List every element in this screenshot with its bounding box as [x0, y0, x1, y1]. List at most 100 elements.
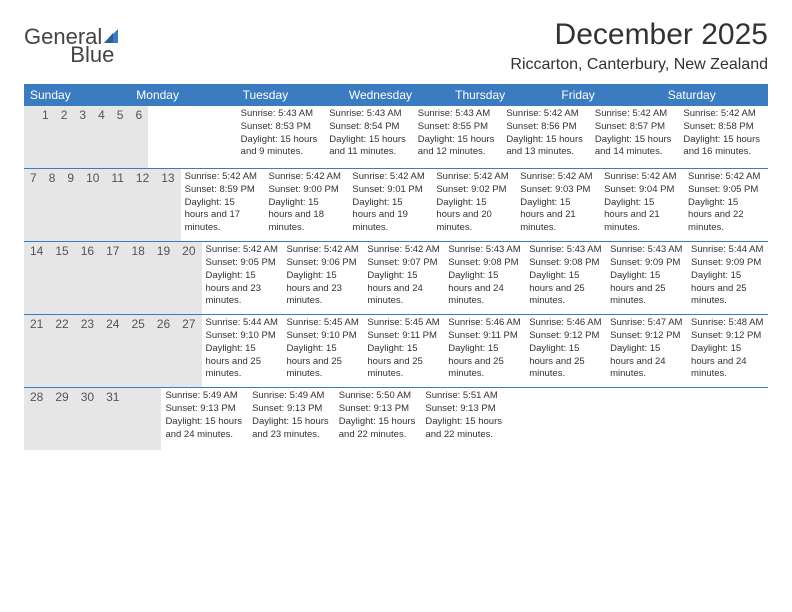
day-number: 5: [111, 106, 130, 168]
day-number-row: 14151617181920: [24, 242, 202, 314]
day-number: 27: [176, 315, 201, 387]
day-info: Sunrise: 5:42 AM Sunset: 9:03 PM Dayligh…: [516, 169, 600, 241]
day-number: 13: [155, 169, 180, 241]
day-number-row: 78910111213: [24, 169, 181, 241]
weekday-fri: Friday: [555, 84, 661, 106]
calendar: Sunday Monday Tuesday Wednesday Thursday…: [24, 84, 768, 450]
day-info: [595, 388, 682, 450]
day-number: 6: [129, 106, 148, 168]
day-info: Sunrise: 5:42 AM Sunset: 9:05 PM Dayligh…: [202, 242, 283, 314]
day-number: 4: [92, 106, 111, 168]
day-info-row: Sunrise: 5:44 AM Sunset: 9:10 PM Dayligh…: [202, 315, 768, 387]
day-info: [681, 388, 768, 450]
day-number: 24: [100, 315, 125, 387]
week-row: 28293031Sunrise: 5:49 AM Sunset: 9:13 PM…: [24, 388, 768, 450]
day-number: 26: [151, 315, 176, 387]
day-info-row: Sunrise: 5:42 AM Sunset: 8:59 PM Dayligh…: [181, 169, 768, 241]
day-info: Sunrise: 5:46 AM Sunset: 9:11 PM Dayligh…: [444, 315, 525, 387]
day-info: Sunrise: 5:43 AM Sunset: 9:09 PM Dayligh…: [606, 242, 687, 314]
header: General Blue December 2025 Riccarton, Ca…: [24, 18, 768, 74]
day-number: 8: [43, 169, 62, 241]
day-info: Sunrise: 5:51 AM Sunset: 9:13 PM Dayligh…: [421, 388, 508, 450]
day-number: 14: [24, 242, 49, 314]
day-number: 23: [75, 315, 100, 387]
day-number: 12: [130, 169, 155, 241]
day-number: 1: [36, 106, 55, 168]
day-info: Sunrise: 5:42 AM Sunset: 9:05 PM Dayligh…: [684, 169, 768, 241]
day-number: 19: [151, 242, 176, 314]
day-number: 31: [100, 388, 125, 450]
weekday-sat: Saturday: [662, 84, 768, 106]
weekday-thu: Thursday: [449, 84, 555, 106]
day-number: 28: [24, 388, 49, 450]
day-info: Sunrise: 5:43 AM Sunset: 9:08 PM Dayligh…: [525, 242, 606, 314]
day-info: Sunrise: 5:47 AM Sunset: 9:12 PM Dayligh…: [606, 315, 687, 387]
day-info: Sunrise: 5:49 AM Sunset: 9:13 PM Dayligh…: [248, 388, 335, 450]
weekday-sun: Sunday: [24, 84, 130, 106]
location: Riccarton, Canterbury, New Zealand: [510, 56, 768, 74]
logo-word2: Blue: [70, 42, 114, 68]
weeks-container: 123456Sunrise: 5:43 AM Sunset: 8:53 PM D…: [24, 106, 768, 450]
day-number: 29: [49, 388, 74, 450]
day-number: [24, 106, 36, 168]
weekday-header: Sunday Monday Tuesday Wednesday Thursday…: [24, 84, 768, 106]
day-info-row: Sunrise: 5:49 AM Sunset: 9:13 PM Dayligh…: [161, 388, 768, 450]
day-number: 16: [75, 242, 100, 314]
day-number: 22: [49, 315, 74, 387]
day-number: 17: [100, 242, 125, 314]
day-number: 15: [49, 242, 74, 314]
day-info: Sunrise: 5:42 AM Sunset: 9:00 PM Dayligh…: [265, 169, 349, 241]
weekday-mon: Monday: [130, 84, 236, 106]
day-number-row: 28293031: [24, 388, 161, 450]
day-info: Sunrise: 5:42 AM Sunset: 9:02 PM Dayligh…: [432, 169, 516, 241]
week-row: 21222324252627Sunrise: 5:44 AM Sunset: 9…: [24, 315, 768, 388]
day-info: Sunrise: 5:42 AM Sunset: 8:57 PM Dayligh…: [591, 106, 680, 168]
day-info: Sunrise: 5:42 AM Sunset: 9:07 PM Dayligh…: [363, 242, 444, 314]
day-number: 11: [105, 169, 129, 241]
day-info: Sunrise: 5:50 AM Sunset: 9:13 PM Dayligh…: [335, 388, 422, 450]
title-block: December 2025 Riccarton, Canterbury, New…: [510, 18, 768, 74]
day-info-row: Sunrise: 5:43 AM Sunset: 8:53 PM Dayligh…: [148, 106, 768, 168]
day-number: 10: [80, 169, 105, 241]
day-info: Sunrise: 5:42 AM Sunset: 9:01 PM Dayligh…: [348, 169, 432, 241]
day-info: Sunrise: 5:43 AM Sunset: 9:08 PM Dayligh…: [444, 242, 525, 314]
day-info: Sunrise: 5:42 AM Sunset: 8:58 PM Dayligh…: [679, 106, 768, 168]
day-info: Sunrise: 5:42 AM Sunset: 8:56 PM Dayligh…: [502, 106, 591, 168]
day-info-row: Sunrise: 5:42 AM Sunset: 9:05 PM Dayligh…: [202, 242, 768, 314]
month-title: December 2025: [510, 18, 768, 52]
day-info: Sunrise: 5:49 AM Sunset: 9:13 PM Dayligh…: [161, 388, 248, 450]
day-info: Sunrise: 5:43 AM Sunset: 8:53 PM Dayligh…: [237, 106, 326, 168]
day-info: Sunrise: 5:43 AM Sunset: 8:54 PM Dayligh…: [325, 106, 414, 168]
day-info: [148, 106, 237, 168]
week-row: 123456 Sunrise: 5:43 AM Sunset: 8:53 PM D…: [24, 106, 768, 169]
day-info: Sunrise: 5:42 AM Sunset: 9:06 PM Dayligh…: [282, 242, 363, 314]
day-number: 7: [24, 169, 43, 241]
day-info: [508, 388, 595, 450]
day-info: Sunrise: 5:44 AM Sunset: 9:10 PM Dayligh…: [202, 315, 283, 387]
day-number: 3: [73, 106, 92, 168]
day-info: Sunrise: 5:48 AM Sunset: 9:12 PM Dayligh…: [687, 315, 768, 387]
day-info: Sunrise: 5:46 AM Sunset: 9:12 PM Dayligh…: [525, 315, 606, 387]
day-number: 2: [55, 106, 74, 168]
day-info: Sunrise: 5:43 AM Sunset: 8:55 PM Dayligh…: [414, 106, 503, 168]
day-number-row: 123456: [24, 106, 148, 168]
day-info: Sunrise: 5:42 AM Sunset: 8:59 PM Dayligh…: [181, 169, 265, 241]
day-info: Sunrise: 5:45 AM Sunset: 9:10 PM Dayligh…: [282, 315, 363, 387]
day-number: [125, 388, 137, 450]
day-number-row: 21222324252627: [24, 315, 202, 387]
weekday-wed: Wednesday: [343, 84, 449, 106]
day-number: 20: [176, 242, 201, 314]
logo: General Blue: [24, 18, 170, 50]
week-row: 14151617181920Sunrise: 5:42 AM Sunset: 9…: [24, 242, 768, 315]
week-row: 78910111213Sunrise: 5:42 AM Sunset: 8:59…: [24, 169, 768, 242]
day-info: Sunrise: 5:45 AM Sunset: 9:11 PM Dayligh…: [363, 315, 444, 387]
day-number: [149, 388, 161, 450]
weekday-tue: Tuesday: [237, 84, 343, 106]
day-number: 25: [125, 315, 150, 387]
day-info: Sunrise: 5:44 AM Sunset: 9:09 PM Dayligh…: [687, 242, 768, 314]
day-info: Sunrise: 5:42 AM Sunset: 9:04 PM Dayligh…: [600, 169, 684, 241]
day-number: 30: [75, 388, 100, 450]
day-number: [137, 388, 149, 450]
day-number: 9: [61, 169, 80, 241]
day-number: 21: [24, 315, 49, 387]
